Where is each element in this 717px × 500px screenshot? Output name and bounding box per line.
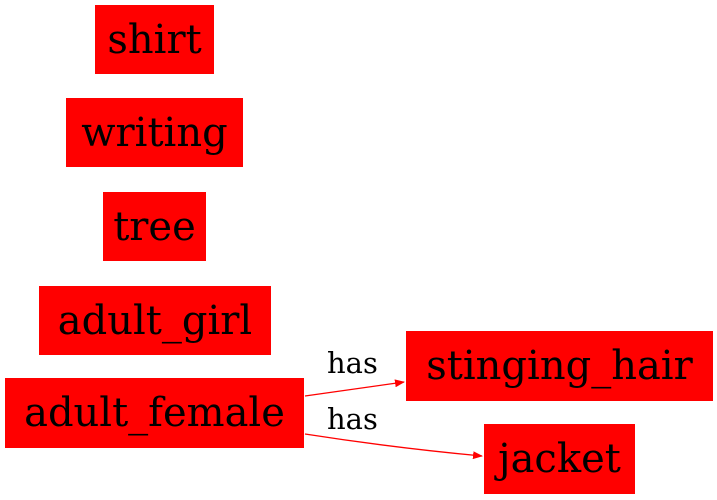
node-jacket: jacket xyxy=(484,424,635,494)
node-shirt: shirt xyxy=(95,5,214,74)
edge-label: has xyxy=(327,402,378,436)
edge-line xyxy=(304,379,405,397)
edge-label: has xyxy=(327,346,378,380)
node-adult-girl: adult_girl xyxy=(39,286,271,355)
node-writing: writing xyxy=(66,98,243,167)
edge-adult-female-stinging-hair: has xyxy=(304,346,405,397)
node-adult-female: adult_female xyxy=(5,378,304,448)
edge-line xyxy=(304,433,483,460)
node-stinging-hair: stinging_hair xyxy=(406,331,713,401)
edge-adult-female-jacket: has xyxy=(304,402,483,460)
node-tree: tree xyxy=(103,192,206,261)
